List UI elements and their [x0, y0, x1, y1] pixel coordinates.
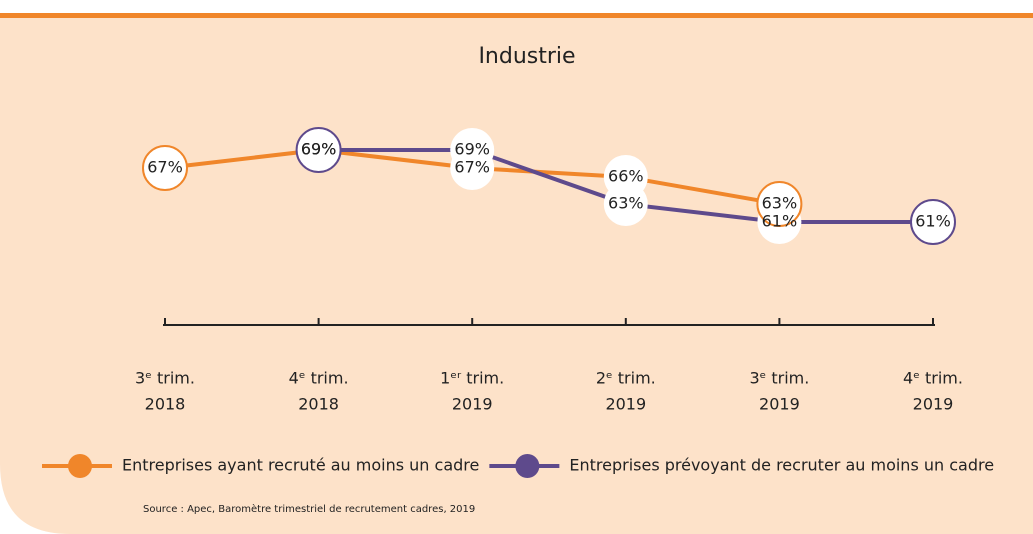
x-tick-label: 4ᵉ trim. [903, 369, 963, 388]
data-label: 69% [454, 140, 490, 159]
x-tick-label: 1ᵉʳ trim. [440, 369, 504, 388]
legend-marker [515, 454, 540, 478]
data-label: 69% [301, 140, 337, 159]
data-label: 63% [608, 194, 644, 213]
point-ring [756, 181, 803, 227]
legend-label: Entreprises ayant recruté au moins un ca… [122, 456, 479, 475]
point-ring [295, 127, 342, 173]
point [603, 182, 648, 226]
x-tick-label: 2019 [452, 395, 493, 414]
data-label: 61% [762, 212, 798, 231]
x-tick-label: 4ᵉ trim. [289, 369, 349, 388]
point-ring [142, 145, 188, 191]
data-label: 66% [608, 167, 644, 186]
top-bar [0, 13, 1033, 18]
data-label: 67% [454, 158, 490, 177]
point [450, 128, 495, 172]
x-tick-label: 2019 [605, 395, 646, 414]
legend-marker [68, 454, 92, 478]
x-tick-label: 2018 [298, 395, 339, 414]
data-label: 63% [762, 194, 798, 213]
x-tick-label: 3ᵉ trim. [749, 369, 809, 388]
background [0, 18, 1033, 534]
data-label: 69% [301, 140, 337, 159]
x-tick-label: 3ᵉ trim. [135, 369, 195, 388]
chart-title: Industrie [478, 44, 575, 69]
x-tick-label: 2018 [145, 395, 186, 414]
point-ring [910, 199, 956, 245]
data-label: 61% [915, 212, 951, 231]
x-tick-label: 2ᵉ trim. [596, 369, 656, 388]
x-tick-label: 2019 [913, 395, 954, 414]
x-tick-label: 2019 [759, 395, 800, 414]
data-label: 67% [147, 158, 183, 177]
source: Source : Apec, Baromètre trimestriel de … [143, 503, 475, 515]
legend-label: Entreprises prévoyant de recruter au moi… [569, 456, 994, 475]
